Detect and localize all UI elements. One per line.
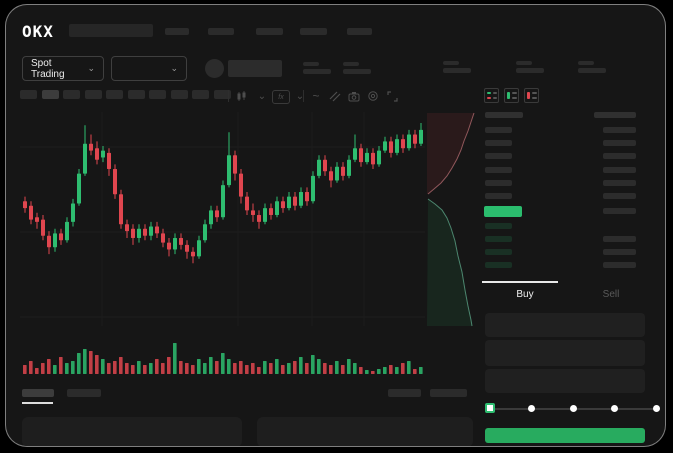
nav-item[interactable] (347, 28, 372, 35)
bid-row-amount (603, 248, 636, 255)
interval-button[interactable] (127, 90, 145, 99)
market-type-select[interactable]: Spot Trading ⌄ (22, 56, 104, 81)
chevron-down-icon: ⌄ (87, 63, 95, 73)
slider-stop[interactable] (528, 405, 535, 412)
ask-row-amount (603, 127, 636, 133)
pair-name-placeholder (228, 60, 282, 77)
bid-row-price[interactable] (485, 248, 512, 255)
history-table-panel[interactable] (257, 417, 473, 446)
line-tools-icon[interactable]: ~ (312, 89, 320, 103)
ask-row-price[interactable] (485, 179, 512, 186)
stat-value-placeholder (443, 68, 471, 73)
slider-handle[interactable] (485, 403, 495, 413)
chart-canvas[interactable] (5, 4, 666, 447)
bottom-action-button[interactable] (388, 389, 421, 397)
ask-row-amount (603, 166, 636, 173)
chevron-down-icon[interactable]: ⌄ (295, 90, 305, 102)
book-view-bids-icon[interactable] (504, 88, 519, 103)
slider-stop[interactable] (652, 405, 660, 412)
ask-row-amount (603, 193, 636, 199)
interval-button[interactable] (170, 90, 188, 99)
amount-input[interactable] (485, 340, 645, 366)
ask-row-price[interactable] (485, 166, 512, 173)
bid-row-price[interactable] (485, 262, 512, 269)
price-input[interactable] (485, 313, 645, 337)
compare-icon[interactable] (328, 90, 342, 102)
settings-gear-icon[interactable] (366, 90, 380, 102)
chevron-down-icon[interactable]: ⌄ (257, 90, 267, 102)
camera-icon[interactable] (347, 90, 361, 102)
stat-label-placeholder (516, 61, 532, 65)
tab-buy[interactable]: Buy (516, 288, 534, 300)
interval-button[interactable] (106, 90, 123, 99)
bid-row-price[interactable] (485, 235, 512, 242)
interval-button[interactable] (192, 90, 209, 99)
book-header-amount (594, 112, 636, 118)
bid-row-amount (603, 235, 636, 242)
stat-label-placeholder (343, 62, 359, 66)
stat-value-placeholder (343, 69, 371, 74)
last-price-amount (603, 208, 636, 214)
interval-button[interactable] (41, 90, 59, 99)
stat-label-placeholder (443, 61, 459, 65)
coin-avatar (205, 59, 224, 78)
ask-row-amount (603, 140, 636, 147)
logo-adjacent-placeholder (69, 24, 153, 37)
bid-row-amount (603, 262, 636, 269)
indicator-badge-icon[interactable]: fx (272, 90, 290, 104)
trade-tabs: Buy Sell (482, 283, 654, 305)
ask-row-price[interactable] (485, 140, 512, 147)
ask-row-amount (603, 153, 636, 160)
chevron-down-icon: ⌄ (170, 63, 178, 73)
last-price-highlight[interactable] (484, 206, 522, 217)
slider-stop[interactable] (611, 405, 618, 412)
bid-row-price[interactable] (485, 222, 512, 229)
fullscreen-icon[interactable] (385, 90, 399, 102)
bottom-tab[interactable] (67, 389, 101, 397)
pair-select[interactable]: ⌄ (111, 56, 187, 81)
stat-value-placeholder (303, 69, 331, 74)
nav-item[interactable] (300, 28, 327, 35)
stat-label-placeholder (303, 62, 319, 66)
market-type-label: Spot Trading (31, 57, 65, 80)
orders-table-panel[interactable] (22, 417, 242, 446)
nav-item[interactable] (208, 28, 234, 35)
candle-type-icon[interactable] (235, 90, 249, 102)
okx-logo[interactable]: OKX (22, 22, 54, 41)
buy-submit-button[interactable] (485, 428, 645, 443)
ask-row-price[interactable] (485, 127, 512, 133)
stat-value-placeholder (578, 68, 606, 73)
book-view-asks-icon[interactable] (524, 88, 539, 103)
interval-button[interactable] (84, 90, 102, 99)
stat-value-placeholder (516, 68, 544, 73)
interval-button[interactable] (213, 90, 231, 99)
stat-label-placeholder (578, 61, 594, 65)
app-window: OKX Spot Trading ⌄ ⌄ ⌄ fx ⌄ ~ (5, 4, 666, 447)
slider-stop[interactable] (569, 405, 577, 412)
interval-button[interactable] (20, 90, 37, 99)
interval-button[interactable] (63, 90, 80, 99)
ask-row-amount (603, 179, 636, 186)
interval-button[interactable] (149, 90, 166, 99)
tab-sell[interactable]: Sell (602, 288, 620, 300)
book-view-all-icon[interactable] (484, 88, 499, 103)
bottom-action-button[interactable] (430, 389, 467, 397)
total-input[interactable] (485, 369, 645, 393)
bottom-tab-indicator (22, 402, 53, 404)
ask-row-price[interactable] (485, 153, 512, 160)
nav-item[interactable] (256, 28, 283, 35)
nav-item[interactable] (165, 28, 189, 35)
bottom-tab-active[interactable] (22, 389, 54, 397)
active-tab-indicator (482, 281, 558, 283)
ask-row-price[interactable] (485, 193, 512, 199)
book-header-price[interactable] (485, 112, 523, 118)
